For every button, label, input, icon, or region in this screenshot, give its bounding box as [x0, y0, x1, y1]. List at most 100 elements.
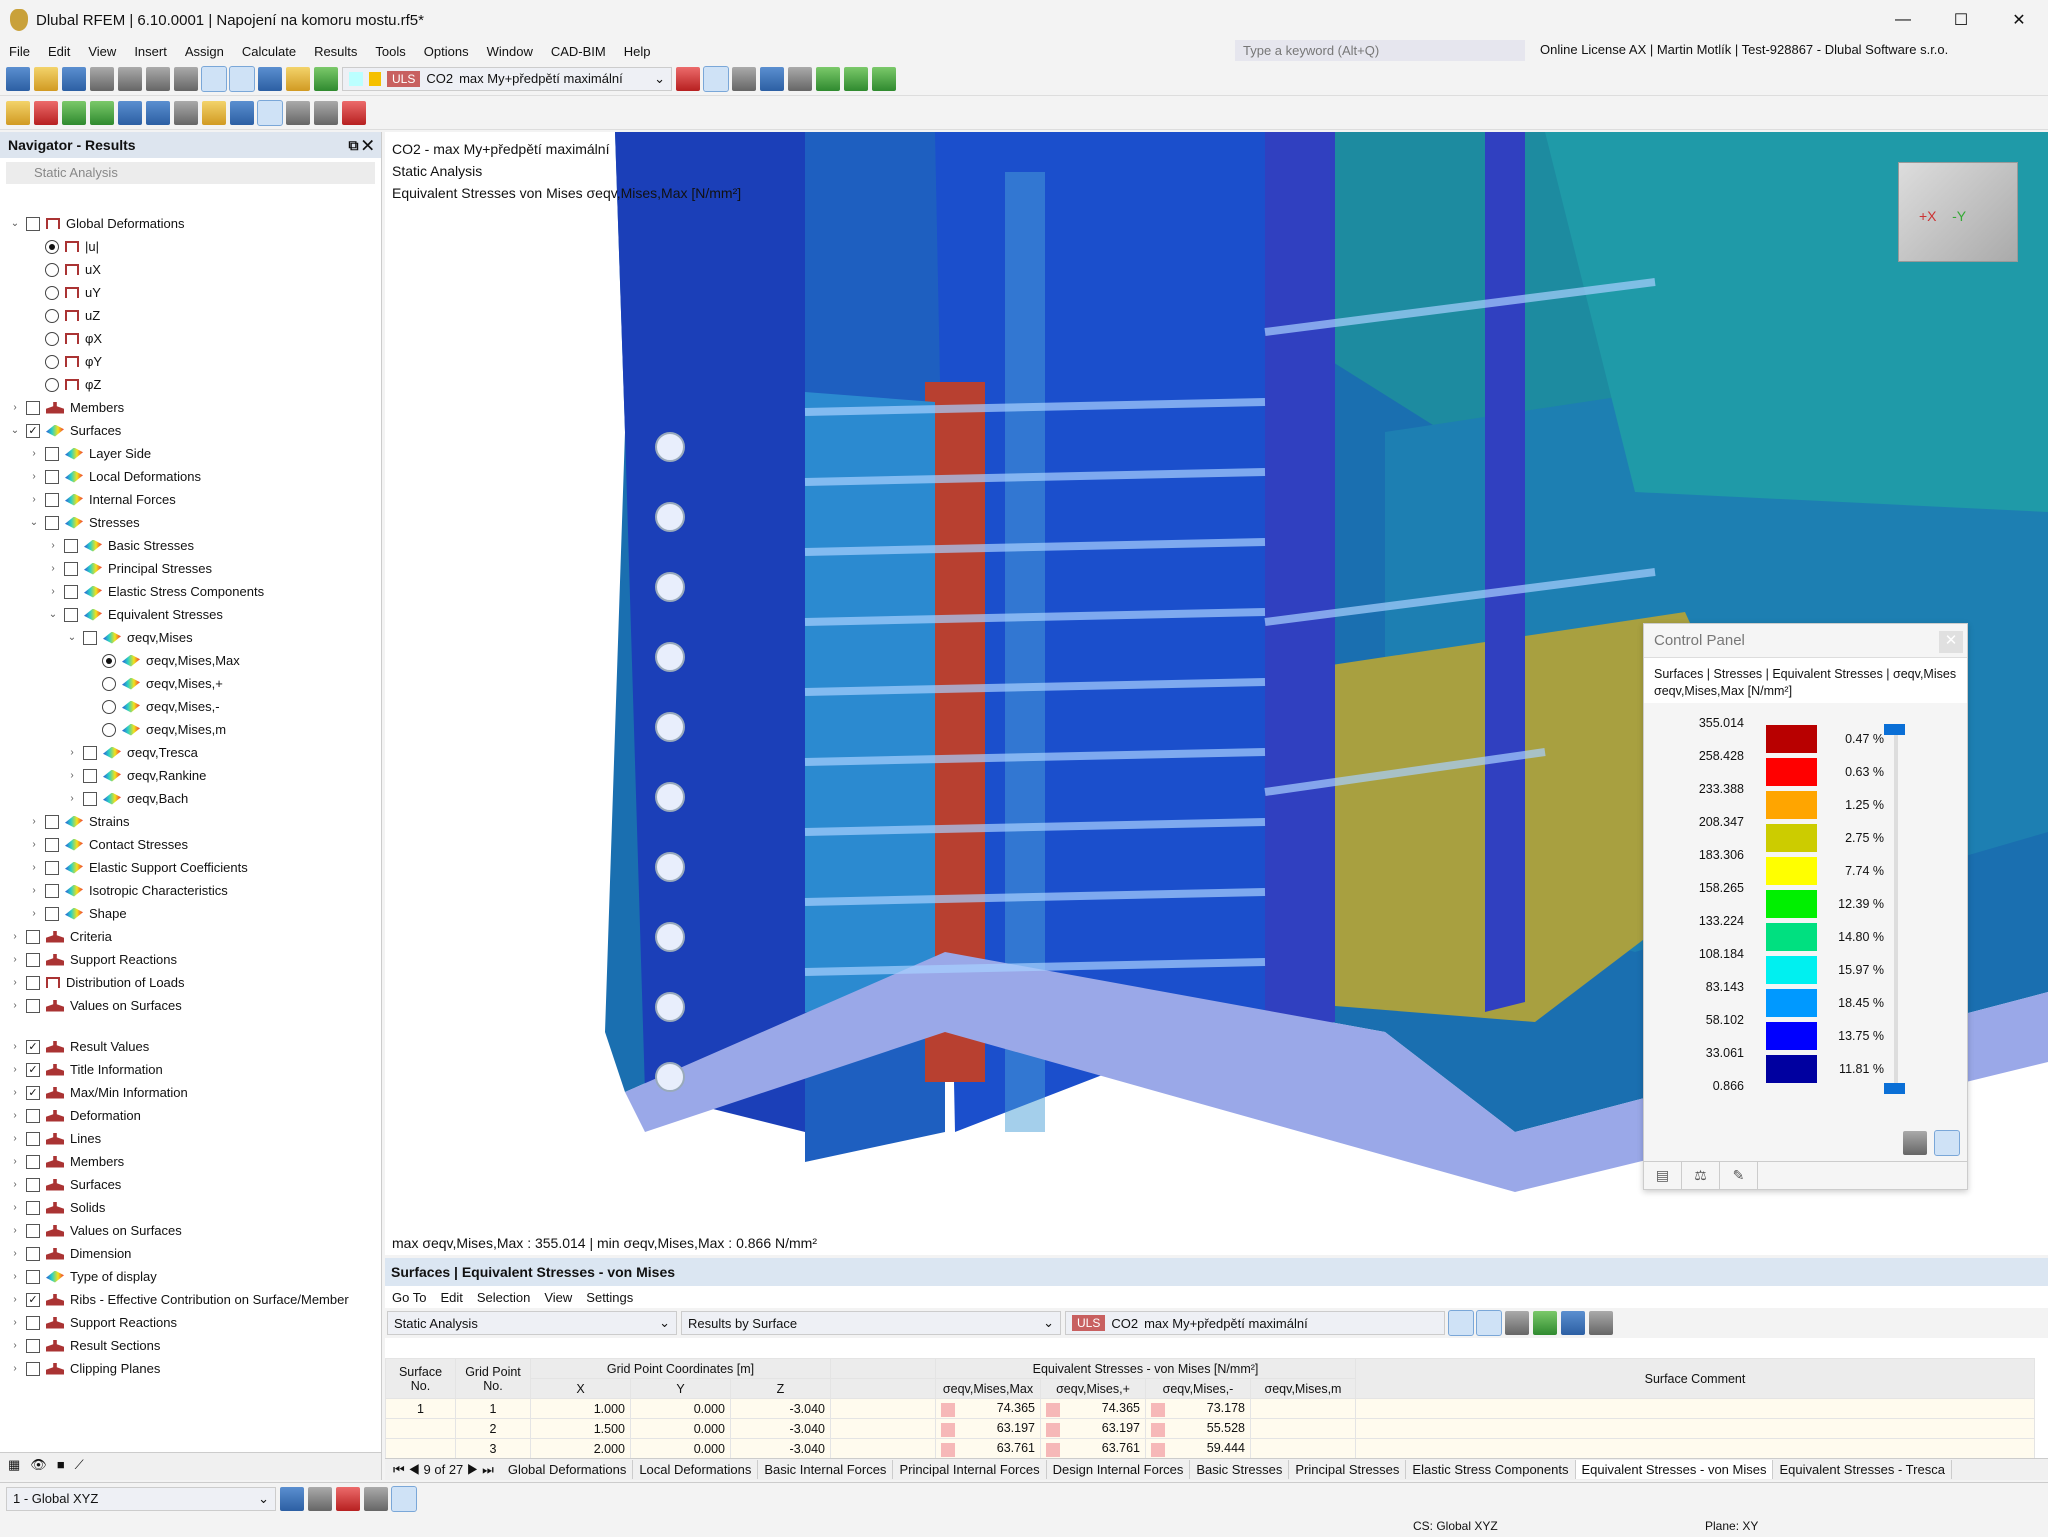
table-cell[interactable]	[385, 1438, 456, 1459]
display-icon[interactable]	[286, 100, 310, 125]
checkbox[interactable]	[26, 1108, 40, 1123]
table-row[interactable]: 1 1 1.000 0.000 -3.040 74.365 74.365 73.178	[385, 1398, 2035, 1419]
radio-button[interactable]	[45, 285, 59, 300]
checkbox[interactable]	[83, 791, 97, 806]
tree-item[interactable]: › Support Reactions	[8, 1311, 177, 1334]
tree-item[interactable]: ⌄ Equivalent Stresses	[46, 603, 223, 626]
table-cell[interactable]	[830, 1438, 936, 1459]
checkbox[interactable]: ✓	[26, 1292, 40, 1307]
expand-icon[interactable]: ›	[13, 1087, 17, 1098]
tree-item[interactable]: φZ	[27, 373, 101, 396]
script-icon[interactable]	[258, 66, 282, 91]
checkbox[interactable]	[64, 584, 78, 599]
table-cell[interactable]: 74.365	[935, 1398, 1041, 1419]
tree-item[interactable]: › ✓ Ribs - Effective Contribution on Surfa…	[8, 1288, 348, 1311]
expand-icon[interactable]: ›	[13, 1202, 17, 1213]
filter-tab-icon[interactable]: ✎	[1720, 1162, 1758, 1189]
cloud-icon[interactable]	[62, 66, 86, 91]
minimize-button[interactable]: —	[1895, 11, 1911, 28]
menu-insert[interactable]: Insert	[134, 43, 167, 59]
radio-button[interactable]	[102, 676, 116, 691]
checkbox[interactable]	[64, 538, 78, 553]
table-cell[interactable]: 63.197	[935, 1418, 1041, 1439]
load-combo-select[interactable]: ULS CO2 max My+předpětí maximální	[1065, 1311, 1445, 1335]
pager[interactable]: ⏮ ◀ 9 of 27 ▶ ⏭	[393, 1461, 494, 1477]
analysis-select[interactable]: Static Analysis ⌄	[387, 1311, 677, 1335]
tree-item[interactable]: › Members	[8, 1150, 124, 1173]
menu-cad-bim[interactable]: CAD-BIM	[550, 43, 606, 59]
expand-icon[interactable]: ›	[70, 770, 74, 781]
expand-icon[interactable]: ›	[13, 931, 17, 942]
expand-icon[interactable]: ›	[13, 1156, 17, 1167]
settings-icon[interactable]	[1903, 1131, 1927, 1155]
menu-window[interactable]: Window	[486, 43, 533, 59]
table-cell[interactable]: 0.000	[630, 1418, 731, 1439]
tree-item[interactable]: › Clipping Planes	[8, 1357, 160, 1380]
checkbox[interactable]	[26, 1223, 40, 1238]
checkbox[interactable]	[64, 607, 78, 622]
checkbox[interactable]	[45, 860, 59, 875]
expand-icon[interactable]: ›	[13, 1133, 17, 1144]
expand-icon[interactable]: ›	[13, 1294, 17, 1305]
checkbox[interactable]	[45, 469, 59, 484]
table-menu-item[interactable]: Go To	[392, 1289, 427, 1305]
checkbox[interactable]	[45, 814, 59, 829]
node-icon[interactable]	[62, 100, 86, 125]
tree-item[interactable]: σeqv,Mises,Max	[84, 649, 240, 672]
snap-icon[interactable]	[280, 1486, 304, 1511]
expand-icon[interactable]: ›	[13, 1317, 17, 1328]
table-cell[interactable]: 55.528	[1145, 1418, 1251, 1439]
load-icon[interactable]	[202, 100, 226, 125]
tree-item[interactable]: σeqv,Mises,-	[84, 695, 220, 718]
table-row[interactable]: 2 1.500 0.000 -3.040 63.197 63.197 55.528	[385, 1418, 2035, 1439]
view-cube[interactable]: +X -Y	[1898, 162, 2018, 262]
table-menu-item[interactable]: Edit	[440, 1289, 463, 1305]
checkbox[interactable]	[26, 1361, 40, 1376]
checkbox[interactable]	[83, 630, 97, 645]
view-icon[interactable]	[760, 66, 784, 91]
tree-item[interactable]: uX	[27, 258, 101, 281]
tree-item[interactable]: › Support Reactions	[8, 948, 177, 971]
checkbox[interactable]	[45, 515, 59, 530]
tree-item[interactable]: uY	[27, 281, 101, 304]
table-cell[interactable]: 74.365	[1040, 1398, 1146, 1419]
checkbox[interactable]: ✓	[26, 423, 40, 438]
load-combo-select[interactable]: ULS CO2 max My+předpětí maximální ⌄	[342, 66, 672, 91]
axis-z-icon[interactable]	[872, 66, 896, 91]
table-cell[interactable]	[1250, 1438, 1356, 1459]
tree-item[interactable]: › ✓ Title Information	[8, 1058, 162, 1081]
checkbox[interactable]: ✓	[26, 1039, 40, 1054]
checkbox[interactable]	[26, 975, 40, 990]
osnap-icon[interactable]	[391, 1485, 417, 1512]
table-cell[interactable]: 59.444	[1145, 1438, 1251, 1459]
collapse-icon[interactable]: ⌄	[10, 425, 20, 436]
columns-icon[interactable]	[1505, 1311, 1529, 1335]
tree-item[interactable]: ⌄ ✓ Surfaces	[8, 419, 122, 442]
legend-range-slider[interactable]	[1884, 724, 1905, 1094]
table-cell[interactable]: 63.197	[1040, 1418, 1146, 1439]
table-cell[interactable]: 63.761	[1040, 1438, 1146, 1459]
table-cell[interactable]	[830, 1398, 936, 1419]
checkbox[interactable]	[45, 492, 59, 507]
tree-item[interactable]: › Solids	[8, 1196, 105, 1219]
table-cell[interactable]: 0.000	[630, 1398, 731, 1419]
maximize-button[interactable]: ☐	[1953, 12, 1969, 29]
tree-item[interactable]: › Lines	[8, 1127, 101, 1150]
table-cell[interactable]: 0.000	[630, 1438, 731, 1459]
table-cell[interactable]	[830, 1418, 936, 1439]
collapse-icon[interactable]: ⌄	[10, 218, 20, 229]
table-cell[interactable]: 1	[455, 1398, 531, 1419]
table-menu-item[interactable]: Settings	[586, 1289, 634, 1305]
tree-item[interactable]: ⌄ Global Deformations	[8, 212, 185, 235]
collapse-icon[interactable]: ⌄	[29, 517, 39, 528]
table-cell[interactable]	[1355, 1438, 2035, 1459]
delete-icon[interactable]	[342, 100, 366, 125]
table-tab[interactable]: Equivalent Stresses - von Mises	[1575, 1460, 1774, 1479]
table-cell[interactable]	[1250, 1418, 1356, 1439]
checkbox[interactable]	[83, 768, 97, 783]
table-tab[interactable]: Equivalent Stresses - Tresca	[1773, 1460, 1952, 1479]
expand-icon[interactable]: ›	[13, 1271, 17, 1282]
checkbox[interactable]	[26, 1200, 40, 1215]
expand-icon[interactable]: ›	[70, 793, 74, 804]
expand-icon[interactable]: ›	[13, 1225, 17, 1236]
